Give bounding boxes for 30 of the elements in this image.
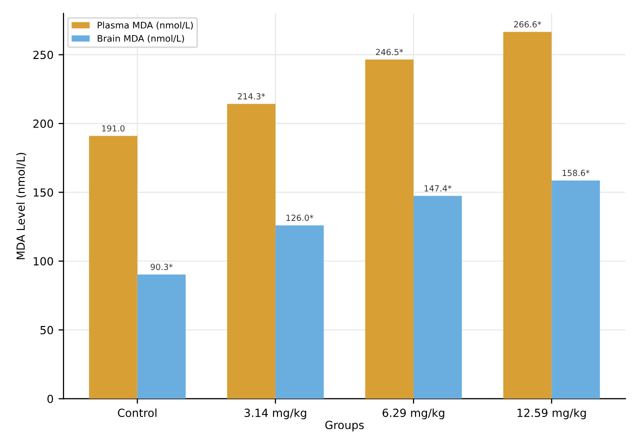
- legend-label: Plasma MDA (nmol/L): [98, 22, 193, 30]
- bar: [365, 60, 414, 399]
- bar: [137, 274, 186, 399]
- x-tick-label: 12.59 mg/kg: [518, 408, 586, 420]
- data-label: 147.4*: [424, 185, 452, 192]
- bar: [227, 104, 276, 399]
- data-label: 266.6*: [514, 21, 542, 28]
- y-tick-label: 50: [40, 326, 54, 334]
- y-tick-label: 200: [33, 119, 54, 128]
- y-tick-label: 0: [47, 394, 54, 404]
- data-label: 191.0: [102, 125, 125, 132]
- y-tick-label: 250: [33, 50, 54, 60]
- bar: [275, 225, 324, 399]
- y-tick-label: 100: [34, 257, 54, 266]
- legend-label: Brain MDA (nmol/L): [98, 34, 184, 43]
- x-tick-label: 3.14 mg/kg: [244, 408, 306, 420]
- x-axis-title: Groups: [325, 420, 364, 432]
- y-tick-label: 150: [34, 188, 54, 197]
- bar: [552, 180, 600, 399]
- bar: [503, 32, 552, 399]
- data-label: 158.6*: [562, 170, 590, 176]
- data-label: 90.3*: [150, 264, 173, 270]
- bar: [414, 196, 462, 399]
- bar: [89, 136, 138, 399]
- x-tick-label: Control: [118, 408, 156, 418]
- y-axis-title: MDA Level (nmol/L): [16, 152, 26, 260]
- data-label: 246.5*: [376, 48, 404, 56]
- x-tick-label: 6.29 mg/kg: [382, 408, 444, 420]
- data-label: 126.0*: [286, 214, 314, 221]
- data-label: 214.3*: [238, 93, 266, 100]
